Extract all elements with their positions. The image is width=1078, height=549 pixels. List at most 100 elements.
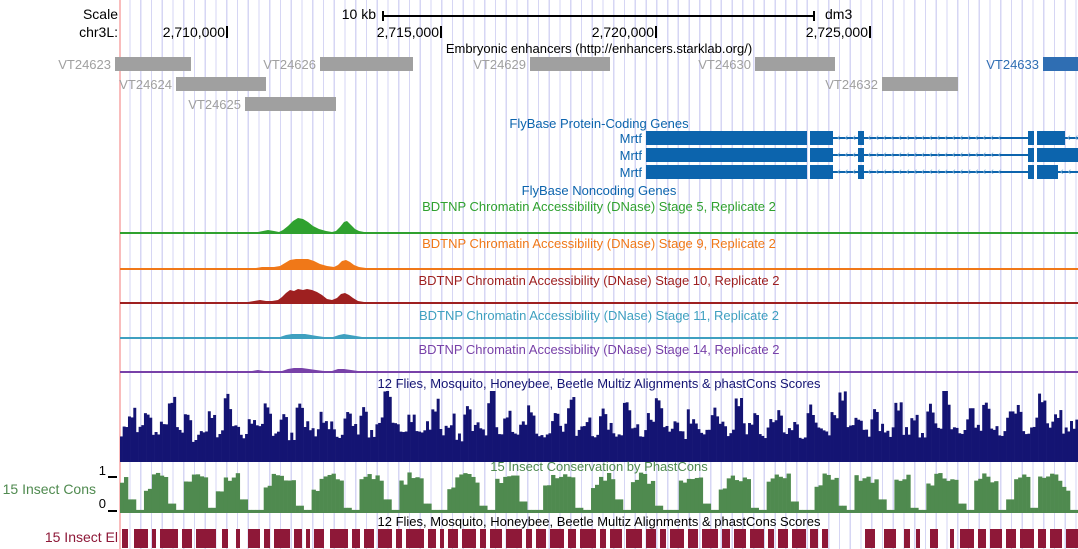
multiz-conservation-histogram[interactable] [120,391,1078,462]
enhancer-box[interactable] [755,57,835,71]
enhancer-box[interactable] [530,57,610,71]
conserved-element-block[interactable] [134,529,148,548]
conserved-element-block[interactable] [248,529,260,548]
conserved-element-block[interactable] [352,529,360,548]
conserved-element-block[interactable] [314,529,324,548]
conserved-element-block[interactable] [568,529,576,548]
conserved-element-block[interactable] [702,529,718,548]
conserved-element-block[interactable] [884,529,896,548]
gene-exon-bar[interactable] [1028,131,1034,145]
conserved-element-block[interactable] [1038,529,1046,548]
conserved-element-block[interactable] [306,529,310,548]
conserved-element-block[interactable] [1050,529,1062,548]
gene-exon-box[interactable] [646,165,807,179]
gene-exon-box[interactable] [810,165,833,179]
dnase-signal-area-3[interactable] [120,319,1078,339]
conserved-element-block[interactable] [274,529,290,548]
conserved-element-block[interactable] [1066,529,1078,548]
conserved-element-block[interactable] [196,529,216,548]
conserved-element-block[interactable] [536,529,546,548]
conserved-element-block[interactable] [930,529,938,548]
conserved-element-block[interactable] [222,529,228,548]
enhancer-label: VT24626 [263,57,316,72]
conserved-element-block[interactable] [646,529,656,548]
gene-exon-box[interactable] [1037,165,1058,179]
conserved-element-block[interactable] [792,529,806,548]
conserved-element-block[interactable] [670,529,684,548]
conserved-element-block[interactable] [865,529,875,548]
conserved-element-block[interactable] [734,529,746,548]
conserved-element-block[interactable] [580,529,596,548]
dnase-signal-area-4[interactable] [120,353,1078,373]
conserved-element-block[interactable] [950,529,954,548]
conserved-element-block[interactable] [722,529,730,548]
gene-exon-box[interactable] [1037,131,1065,145]
conserved-element-block[interactable] [526,529,532,548]
enhancer-box[interactable] [1043,57,1078,71]
conserved-element-block[interactable] [916,529,920,548]
insect-elements-left-label: 15 Insect El [44,529,118,545]
conserved-element-block[interactable] [448,529,458,548]
conserved-element-block[interactable] [960,529,974,548]
conserved-element-block[interactable] [990,529,1002,548]
dnase-signal-area-2[interactable] [120,284,1078,304]
enhancer-label: VT24629 [473,57,526,72]
gene-exon-bar[interactable] [858,148,864,162]
conserved-element-block[interactable] [122,529,128,548]
conserved-element-block[interactable] [550,529,564,548]
conserved-element-block[interactable] [294,529,302,548]
gene-exon-box[interactable] [810,148,833,162]
conserved-element-block[interactable] [768,529,774,548]
conserved-element-block[interactable] [904,529,910,548]
conserved-element-block[interactable] [462,529,476,548]
enhancer-label: VT24623 [58,57,111,72]
conserved-element-block[interactable] [378,529,392,548]
conserved-element-block[interactable] [396,529,402,548]
conserved-element-block[interactable] [490,529,502,548]
ruler-coordinate-label: 2,715,000 [376,24,439,40]
dnase-signal-area-1[interactable] [120,250,1078,270]
conserved-element-block[interactable] [978,529,986,548]
conserved-element-block[interactable] [428,529,436,548]
gene-name-label: Mrtf [619,148,642,163]
conserved-element-block[interactable] [750,529,764,548]
conserved-element-block[interactable] [626,529,642,548]
enhancer-box[interactable] [882,77,958,91]
conserved-element-block[interactable] [688,529,698,548]
conserved-element-block[interactable] [778,529,788,548]
conserved-element-block[interactable] [182,529,192,548]
enhancer-label: VT24633 [986,57,1039,72]
conserved-element-block[interactable] [1006,529,1016,548]
conserved-element-block[interactable] [506,529,522,548]
enhancer-box[interactable] [115,57,191,71]
gene-exon-bar[interactable] [858,131,864,145]
conserved-element-block[interactable] [480,529,486,548]
conserved-element-block[interactable] [152,529,156,548]
conserved-element-block[interactable] [160,529,178,548]
phastcons-histogram[interactable] [120,470,1078,513]
conserved-element-block[interactable] [440,529,444,548]
conserved-element-block[interactable] [822,529,828,548]
insect-elements-track-title: 12 Flies, Mosquito, Honeybee, Beetle Mul… [377,514,821,529]
conserved-element-block[interactable] [600,529,606,548]
enhancer-box[interactable] [176,77,266,91]
conserved-element-block[interactable] [610,529,622,548]
gene-exon-box[interactable] [810,131,833,145]
gene-exon-box[interactable] [646,131,807,145]
gene-exon-bar[interactable] [1028,165,1034,179]
conserved-element-block[interactable] [364,529,374,548]
gene-exon-bar[interactable] [1028,148,1034,162]
conserved-element-block[interactable] [406,529,424,548]
conserved-element-block[interactable] [236,529,240,548]
gene-exon-box[interactable] [1037,148,1078,162]
enhancer-box[interactable] [320,57,413,71]
conserved-element-block[interactable] [810,529,818,548]
gene-exon-bar[interactable] [858,165,864,179]
conserved-element-block[interactable] [264,529,270,548]
enhancer-box[interactable] [245,97,336,111]
conserved-element-block[interactable] [330,529,348,548]
gene-exon-box[interactable] [646,148,807,162]
conserved-element-block[interactable] [1020,529,1034,548]
conserved-element-block[interactable] [660,529,666,548]
dnase-signal-area-0[interactable] [120,214,1078,234]
